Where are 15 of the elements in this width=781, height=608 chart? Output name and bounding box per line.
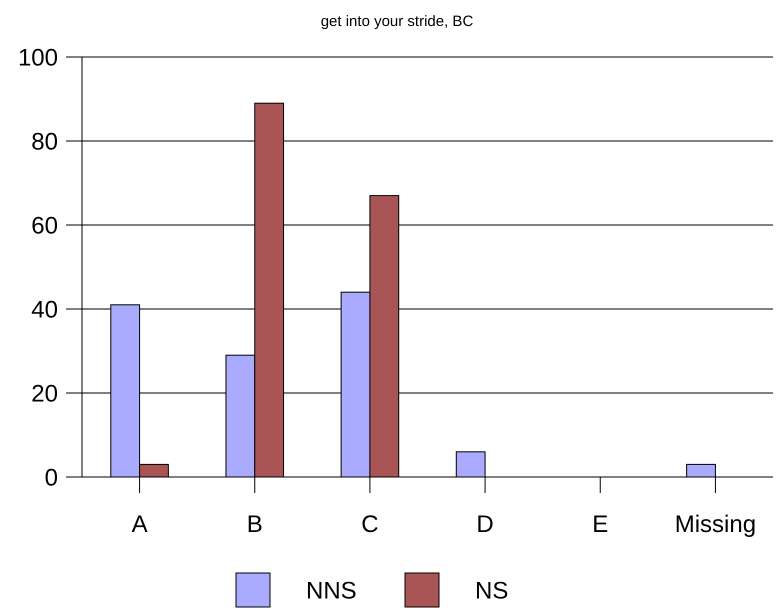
x-tick-label: A <box>132 511 148 538</box>
x-tick-label: Missing <box>674 511 756 538</box>
legend-label: NNS <box>306 577 357 604</box>
y-tick-label: 100 <box>18 44 58 72</box>
x-tick-label: B <box>246 511 263 538</box>
y-tick-label: 0 <box>44 464 58 492</box>
y-tick-label: 60 <box>31 212 58 240</box>
y-tick-label: 40 <box>31 296 58 324</box>
y-tick-label: 80 <box>31 128 58 156</box>
x-tick-label: D <box>476 511 494 538</box>
x-tick-label: E <box>592 511 608 538</box>
x-tick-label: C <box>361 511 379 538</box>
chart-title: get into your stride, BC <box>320 13 474 30</box>
y-tick-label: 20 <box>31 380 58 408</box>
legend-label: NS <box>475 577 508 604</box>
